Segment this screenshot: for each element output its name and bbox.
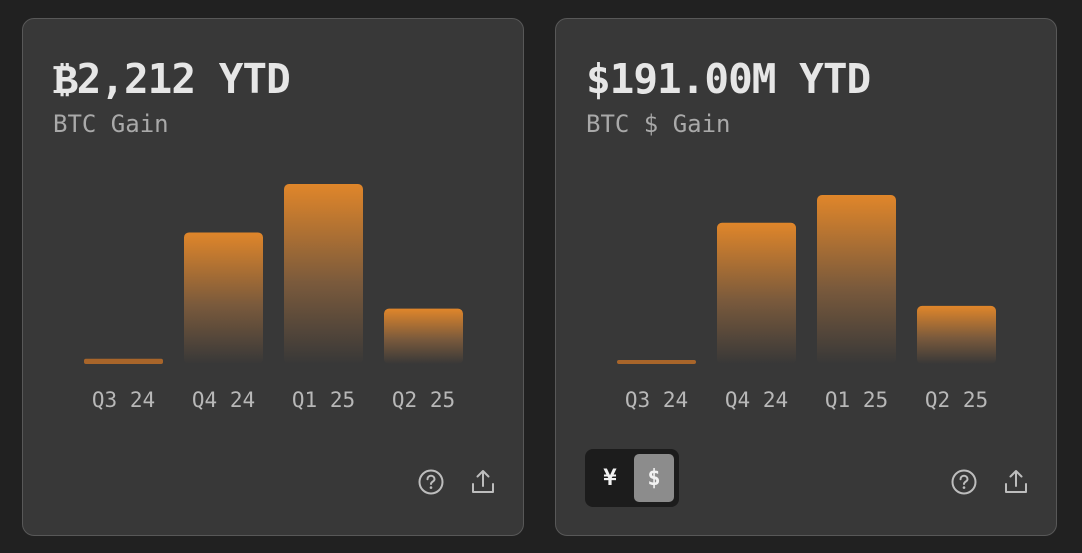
bar-q2-25 xyxy=(384,308,463,364)
x-tick-label: Q3 24 xyxy=(92,388,155,412)
card-subtitle: BTC $ Gain xyxy=(586,110,731,138)
btc-usd-gain-card: $191.00M YTD BTC $ Gain Q3 24 Q4 24 Q1 25 Q… xyxy=(555,18,1057,536)
card-subtitle: BTC Gain xyxy=(53,110,169,138)
share-icon xyxy=(1005,470,1027,493)
headline-value: $191.00M YTD xyxy=(586,55,871,103)
help-button[interactable] xyxy=(416,467,446,497)
x-tick-label: Q3 24 xyxy=(625,388,688,412)
currency-toggle: ¥ $ xyxy=(585,449,679,507)
share-icon xyxy=(472,470,494,493)
help-button[interactable] xyxy=(949,467,979,497)
share-button[interactable] xyxy=(468,467,498,497)
help-icon xyxy=(951,469,977,495)
bar-chart: Q3 24 Q4 24 Q1 25 Q2 25 xyxy=(84,184,463,412)
bar-q4-24 xyxy=(184,232,263,364)
bar-chart: Q3 24 Q4 24 Q1 25 Q2 25 xyxy=(617,195,996,412)
bar-q3-24 xyxy=(617,360,696,364)
toggle-option-usd[interactable]: $ xyxy=(634,454,674,502)
help-icon xyxy=(418,469,444,495)
x-tick-label: Q1 25 xyxy=(292,388,355,412)
btc-gain-card: ₿2,212 YTD BTC Gain Q3 24 Q4 24 Q1 25 Q2 25 xyxy=(22,18,524,536)
bar-q1-25 xyxy=(817,195,896,364)
toggle-option-yen[interactable]: ¥ xyxy=(603,465,617,491)
x-tick-label: Q4 24 xyxy=(192,388,255,412)
bar-q2-25 xyxy=(917,305,996,364)
bar-q4-24 xyxy=(717,222,796,364)
share-button[interactable] xyxy=(1001,467,1031,497)
x-tick-label: Q2 25 xyxy=(392,388,455,412)
x-tick-label: Q4 24 xyxy=(725,388,788,412)
x-tick-label: Q1 25 xyxy=(825,388,888,412)
bar-q3-24 xyxy=(84,358,163,364)
x-tick-label: Q2 25 xyxy=(925,388,988,412)
headline-value: ₿2,212 YTD xyxy=(53,55,291,103)
bar-q1-25 xyxy=(284,184,363,364)
